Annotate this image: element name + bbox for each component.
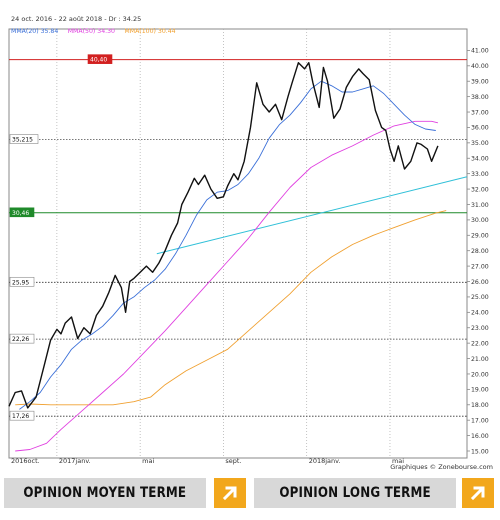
opinion-medium-term: OPINION MOYEN TERME [4,478,206,508]
y-tick-label: 25.00 [471,294,489,301]
x-tick-label: mai [142,457,154,465]
opinion-bar: OPINION MOYEN TERME OPINION LONG TERME [0,474,500,520]
chart-frame [8,28,468,459]
series-mma20 [19,80,436,410]
y-tick-label: 33.00 [471,171,489,178]
y-tick-label: 40.00 [471,63,489,70]
y-tick-label: 20.00 [471,371,489,378]
y-tick-label: 19.00 [471,387,489,394]
y-tick-label: 15.00 [471,448,489,455]
level-label-box [87,54,113,64]
y-tick-label: 34.00 [471,156,489,163]
y-tick-label: 29.00 [471,233,489,240]
y-tick-label: 38.00 [471,94,489,101]
y-tick-label: 24.00 [471,310,489,317]
level-label: 30,46 [12,210,29,217]
series-mma100 [15,210,447,406]
opinion-medium-term-label: OPINION MOYEN TERME [23,485,187,501]
y-tick-label: 26.00 [471,279,489,286]
opinion-long-term: OPINION LONG TERME [254,478,456,508]
y-tick-label: 30.00 [471,217,489,224]
series-mma50 [15,120,439,452]
x-tick-label: mai [392,457,404,465]
x-tick-label: 2016oct. [11,457,40,465]
level-label: 40,40 [90,57,107,64]
y-tick-label: 16.00 [471,433,489,440]
level-label-box [9,207,35,218]
y-tick-label: 22.00 [471,340,489,347]
legend-entry: MMA(100) 30.44 [124,28,175,35]
level-label: 22,26 [12,336,29,343]
y-tick-label: 32.00 [471,186,489,193]
y-tick-label: 17.00 [471,417,489,424]
arrow-up-right-icon [462,478,494,508]
arrow-up-right-icon [214,478,246,508]
legend-entry: MMA(20) 35.84 [11,28,58,35]
series-price [8,62,439,409]
stock-chart: 15.00 16.00 17.00 18.00 19.00 20.00 21.00 22.00… [8,15,493,471]
y-tick-label: 21.00 [471,356,489,363]
y-tick-label: 39.00 [471,79,489,86]
y-tick-label: 27.00 [471,263,489,270]
y-tick-label: 37.00 [471,109,489,116]
level-label: 25,95 [12,279,29,286]
y-tick-label: 41.00 [471,48,489,55]
y-tick-label: 23.00 [471,325,489,332]
level-label-box [9,134,39,144]
chart-header: 24 oct. 2016 - 22 août 2018 - Dr : 34.25 [11,15,141,23]
x-tick-label: sept. [225,457,241,465]
level-label-box [9,410,35,421]
y-tick-label: 36.00 [471,125,489,132]
level-label: 17,26 [12,413,29,420]
chart-svg: 15.00 16.00 17.00 18.00 19.00 20.00 21.00 22.00… [8,15,493,471]
chart-credit: Graphiques © Zonebourse.com [390,463,493,471]
level-label-box [9,333,35,344]
x-tick-label: 2018janv. [309,457,341,465]
trendline [156,176,468,255]
y-tick-label: 28.00 [471,248,489,255]
opinion-long-term-label: OPINION LONG TERME [279,485,431,501]
x-tick-label: 2017janv. [59,457,91,465]
legend-entry: MMA(50) 34.30 [68,28,115,35]
y-tick-label: 35.00 [471,140,489,147]
level-label: 35,215 [12,137,33,144]
y-tick-label: 18.00 [471,402,489,409]
y-tick-label: 31.00 [471,202,489,209]
level-label-box [9,276,35,287]
